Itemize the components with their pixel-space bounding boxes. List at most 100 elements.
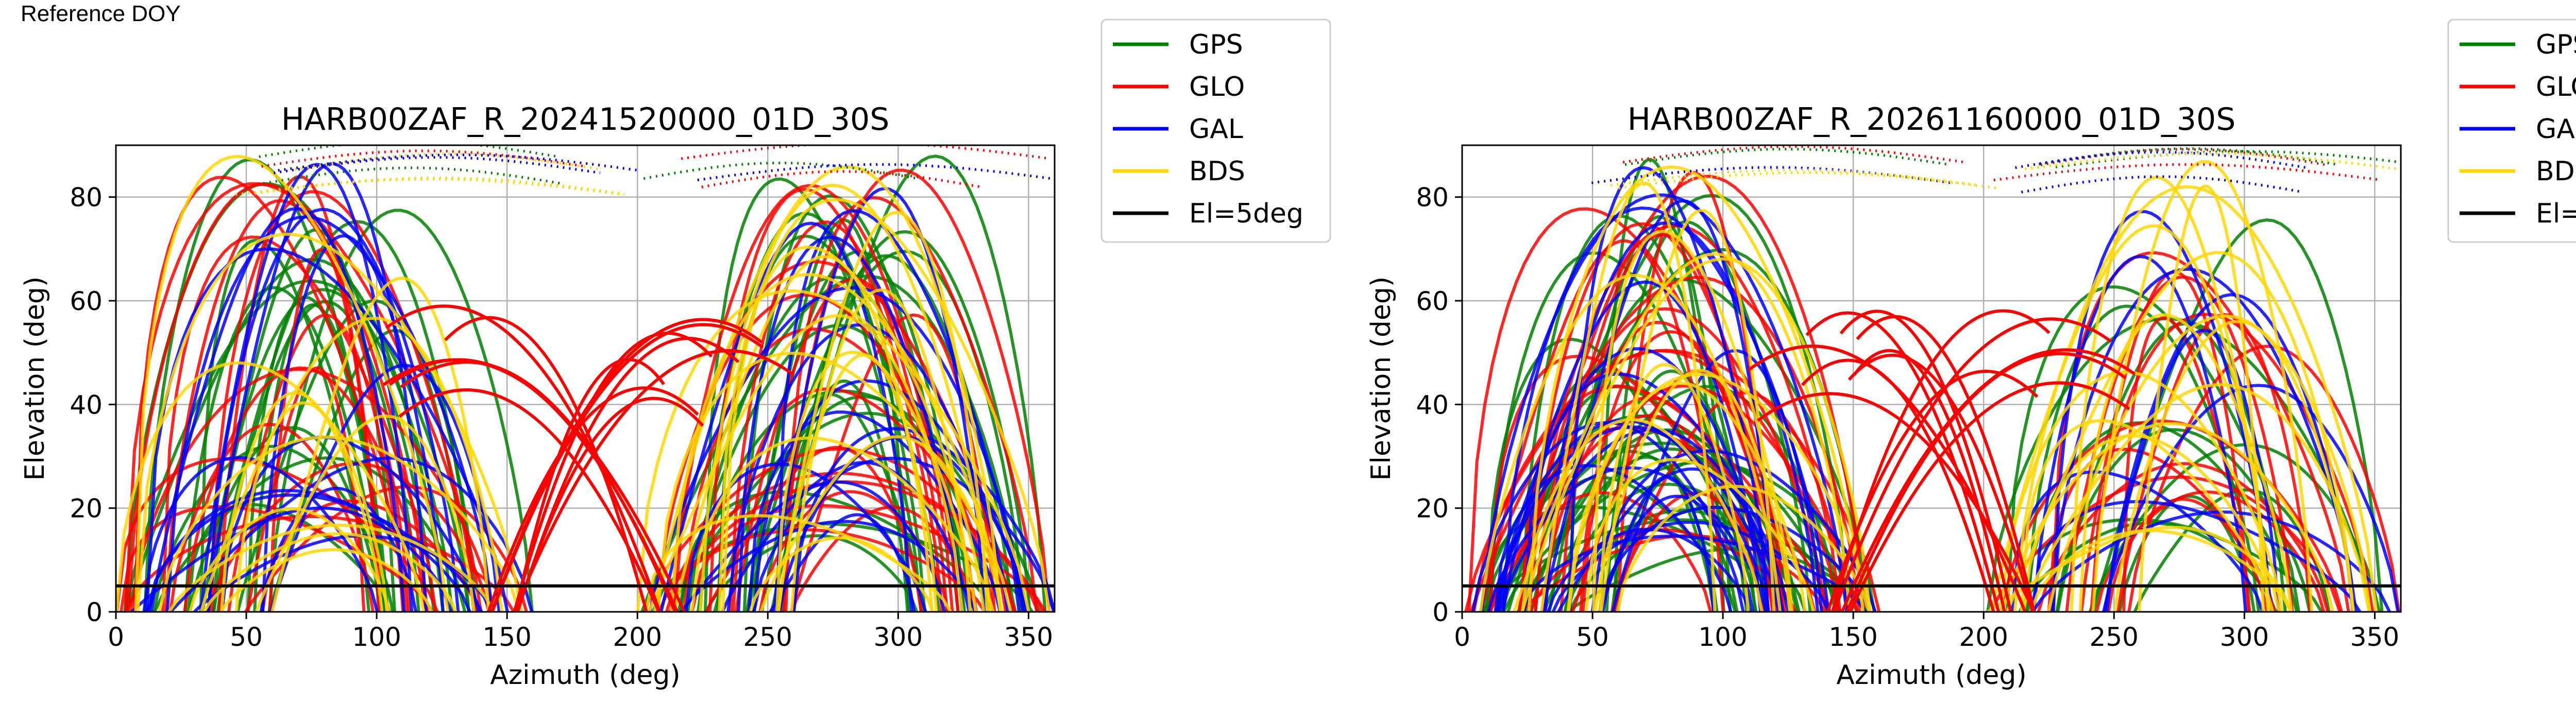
y-tick-label: 0 bbox=[1432, 597, 1449, 627]
track-gal bbox=[772, 186, 986, 612]
track-glo bbox=[514, 358, 665, 612]
x-tick-label: 250 bbox=[743, 622, 792, 652]
x-axis-label: Azimuth (deg) bbox=[490, 660, 680, 691]
track-bds bbox=[2013, 185, 2378, 612]
track-bds bbox=[158, 435, 521, 612]
track-bds bbox=[1999, 370, 2284, 612]
track-gal bbox=[1494, 464, 1733, 612]
track-bds bbox=[202, 532, 457, 612]
x-tick-label: 350 bbox=[2350, 622, 2399, 652]
track-glo bbox=[1747, 345, 2027, 612]
track-bds bbox=[1512, 252, 1852, 612]
y-tick-label: 0 bbox=[86, 597, 103, 627]
track-bds bbox=[116, 361, 426, 612]
track-glo bbox=[1839, 310, 2012, 612]
track-glo-dotted bbox=[681, 145, 1050, 160]
track-glo bbox=[1856, 315, 2036, 612]
track-bds bbox=[2047, 314, 2372, 612]
track-glo bbox=[1528, 222, 1787, 612]
track-bds bbox=[699, 183, 992, 612]
track-gal bbox=[261, 234, 445, 612]
track-glo bbox=[734, 277, 954, 612]
track-bds bbox=[673, 255, 934, 612]
track-bds bbox=[721, 198, 1051, 612]
legend-label-bds: BDS bbox=[2536, 156, 2576, 187]
track-bds bbox=[1598, 363, 1750, 612]
track-bds bbox=[1616, 485, 1871, 612]
track-glo bbox=[382, 358, 686, 612]
axes-frame bbox=[1461, 144, 2402, 613]
y-tick-label: 80 bbox=[1416, 183, 1449, 213]
legend-box bbox=[1100, 19, 1331, 243]
track-gal bbox=[2103, 329, 2280, 612]
track-glo bbox=[444, 316, 648, 612]
track-bds bbox=[1520, 257, 1872, 612]
x-tick-label: 300 bbox=[874, 622, 923, 652]
x-tick-label: 50 bbox=[1576, 622, 1609, 652]
track-glo bbox=[490, 318, 762, 612]
x-tick-label: 200 bbox=[613, 622, 662, 652]
track-glo bbox=[1848, 353, 2034, 612]
track-gal-dotted bbox=[273, 156, 601, 175]
track-glo bbox=[1757, 392, 2036, 612]
track-bds-dotted bbox=[1618, 171, 1997, 190]
track-glo bbox=[1853, 349, 2006, 612]
skyplot-panel-right: 0 50 100 150 200 250 300 350 0 20 40 60 80 HARB00ZAF_… bbox=[1366, 19, 2576, 691]
legend-label-gps: GPS bbox=[2536, 29, 2576, 60]
track-bds bbox=[690, 436, 995, 612]
x-tick-label: 100 bbox=[352, 622, 401, 652]
track-gal bbox=[1497, 428, 1784, 612]
x-axis-label: Azimuth (deg) bbox=[1836, 660, 2026, 691]
x-tick-label: 50 bbox=[230, 622, 263, 652]
satellite-tracks bbox=[116, 145, 1055, 612]
track-bds bbox=[1539, 181, 1717, 612]
satellite-tracks bbox=[1464, 145, 2401, 612]
track-glo bbox=[398, 388, 660, 612]
track-glo bbox=[790, 505, 976, 612]
y-axis-label: Elevation (deg) bbox=[1366, 277, 1397, 481]
track-gal bbox=[1568, 166, 1770, 612]
track-glo bbox=[1826, 370, 2039, 612]
x-tick-label: 150 bbox=[1828, 622, 1877, 652]
track-bds bbox=[1990, 224, 2271, 612]
y-tick-label: 40 bbox=[1416, 390, 1449, 420]
track-gps bbox=[267, 209, 534, 612]
x-tick-label: 200 bbox=[1959, 622, 2008, 652]
y-tick-label: 60 bbox=[70, 286, 103, 316]
legend: GPS GLO GAL BDS El=5deg bbox=[1100, 19, 1331, 243]
track-bds bbox=[790, 288, 972, 612]
x-tick-label: 0 bbox=[108, 622, 124, 652]
y-tick-label: 60 bbox=[1416, 286, 1449, 316]
track-gps-dotted bbox=[643, 161, 918, 180]
x-tick-label: 150 bbox=[482, 622, 531, 652]
track-bds bbox=[1527, 165, 1865, 612]
track-gal bbox=[1599, 475, 1715, 612]
track-glo bbox=[513, 349, 795, 612]
reference-doy-label: Reference DOY bbox=[21, 1, 181, 26]
track-gps-dotted bbox=[2055, 150, 2401, 168]
track-gal bbox=[145, 247, 509, 612]
axes-frame bbox=[115, 144, 1056, 613]
track-glo bbox=[161, 235, 437, 612]
track-bds bbox=[134, 155, 449, 612]
chart-title: HARB00ZAF_R_20241520000_01D_30S bbox=[281, 101, 890, 138]
track-bds bbox=[1594, 369, 1792, 612]
x-tick-label: 350 bbox=[1004, 622, 1053, 652]
track-bds bbox=[2029, 529, 2293, 612]
track-gal bbox=[2010, 470, 2264, 612]
track-bds bbox=[220, 391, 384, 612]
track-bds bbox=[653, 165, 1003, 612]
track-gps-dotted bbox=[1624, 147, 1950, 166]
track-gps bbox=[1600, 158, 1725, 612]
track-bds bbox=[1599, 209, 1776, 612]
track-gal bbox=[149, 207, 406, 612]
track-bds bbox=[759, 435, 1003, 612]
track-gal bbox=[1520, 535, 1868, 612]
track-glo bbox=[1845, 352, 2127, 612]
track-glo bbox=[1480, 239, 1725, 612]
legend: GPS GLO GAL BDS El=5deg bbox=[2447, 19, 2576, 243]
x-tick-label: 0 bbox=[1454, 622, 1470, 652]
track-gal bbox=[1501, 280, 1762, 612]
track-gal bbox=[2031, 510, 2391, 612]
